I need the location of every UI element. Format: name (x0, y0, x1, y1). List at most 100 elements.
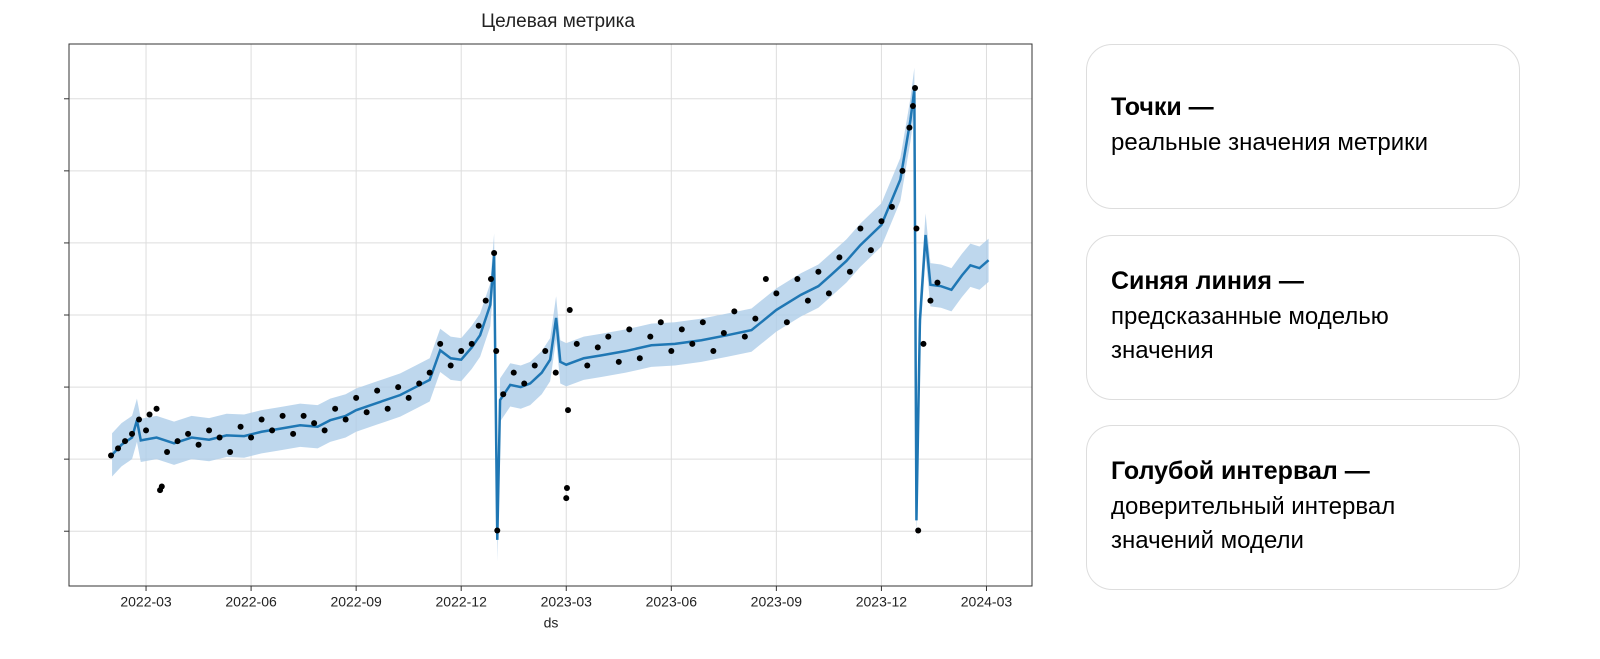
actual-point (773, 290, 780, 297)
actual-point (491, 250, 498, 257)
x-tick-label: 2022-03 (120, 594, 172, 610)
actual-point (510, 369, 517, 376)
card-title: Точки — (1111, 93, 1214, 121)
actual-point (878, 218, 885, 225)
x-tick-label: 2022-06 (225, 594, 277, 610)
x-tick-label: 2023-03 (541, 594, 593, 610)
actual-point (475, 322, 482, 329)
actual-point (258, 416, 265, 423)
actual-point (888, 203, 895, 210)
actual-point (395, 384, 402, 391)
actual-point (185, 430, 192, 437)
actual-point (762, 275, 769, 282)
card: Синяя линия — предсказанные моделью значе… (1086, 235, 1520, 400)
actual-point (482, 297, 489, 304)
actual-point (353, 394, 360, 401)
actual-point (447, 362, 454, 369)
chart: Целевая метрика ds 2022-03 2022-06 2022-09… (64, 11, 1033, 631)
actual-point (594, 344, 601, 351)
actual-point (920, 340, 927, 347)
actual-point (136, 416, 143, 423)
actual-point (164, 448, 171, 455)
card-title: Голубой интервал — (1111, 457, 1370, 485)
x-tick-label: 2023-12 (856, 594, 908, 610)
actual-point (374, 387, 381, 394)
actual-point (927, 297, 934, 304)
actual-point (899, 167, 906, 174)
actual-point (405, 394, 412, 401)
card: Точки — реальные значения метрики (1086, 44, 1520, 209)
actual-point (468, 340, 475, 347)
actual-point (500, 391, 507, 398)
actual-point (129, 430, 136, 437)
actual-point (158, 483, 165, 490)
actual-point (668, 348, 675, 355)
actual-point (689, 340, 696, 347)
x-tick-label: 2024-03 (961, 594, 1013, 610)
plot-frame (68, 43, 1033, 587)
actual-point (605, 333, 612, 340)
actual-point (565, 407, 572, 414)
actual-point (804, 297, 811, 304)
forecast-line (111, 89, 990, 540)
actual-point (542, 348, 549, 355)
actual-point (615, 358, 622, 365)
actual-point (934, 279, 941, 286)
actual-point (752, 315, 759, 322)
actual-point (636, 355, 643, 362)
actual-point (300, 412, 307, 419)
actual-point (342, 416, 349, 423)
actual-point (384, 405, 391, 412)
actual-point (647, 333, 654, 340)
actual-point (227, 448, 234, 455)
actual-point (122, 438, 129, 445)
chart-title: Целевая метрика (481, 11, 635, 32)
actual-point (248, 434, 255, 441)
actual-point (731, 308, 738, 315)
x-tick-label: 2022-09 (330, 594, 382, 610)
actual-point (493, 348, 500, 355)
actual-point (825, 290, 832, 297)
actual-point (437, 340, 444, 347)
x-axis-label: ds (544, 615, 559, 631)
actual-point (573, 340, 580, 347)
actual-point (906, 124, 913, 131)
actual-point (153, 405, 160, 412)
confidence-band (112, 67, 989, 562)
actual-point (332, 405, 339, 412)
actual-point (710, 348, 717, 355)
actual-point (531, 362, 538, 369)
actual-point (836, 254, 843, 261)
x-tick-label: 2023-09 (751, 594, 803, 610)
actual-point (487, 275, 494, 282)
actual-point (174, 438, 181, 445)
actual-point (867, 247, 874, 254)
actual-point (552, 369, 559, 376)
actual-point (563, 495, 570, 502)
actual-point (678, 326, 685, 333)
actual-point (290, 430, 297, 437)
actual-point (857, 225, 864, 232)
actual-point (521, 380, 528, 387)
actual-point (146, 411, 153, 418)
card-text: доверительный интервал значений модели (1111, 493, 1396, 554)
actual-point (311, 420, 318, 427)
actual-point (426, 369, 433, 376)
actual-point (584, 362, 591, 369)
card-title: Синяя линия — (1111, 267, 1304, 295)
actual-point (720, 330, 727, 337)
actual-point (216, 434, 223, 441)
actual-point (915, 527, 922, 534)
actual-point (279, 412, 286, 419)
card-text: предсказанные моделью значения (1111, 303, 1389, 364)
actual-point (815, 268, 822, 275)
actual-point (108, 452, 115, 459)
actual-point (143, 427, 150, 434)
actual-point (699, 319, 706, 326)
actual-point (237, 423, 244, 430)
x-tick-label: 2022-12 (436, 594, 488, 610)
actual-point (269, 427, 276, 434)
actual-point (846, 268, 853, 275)
actual-point (566, 306, 573, 313)
